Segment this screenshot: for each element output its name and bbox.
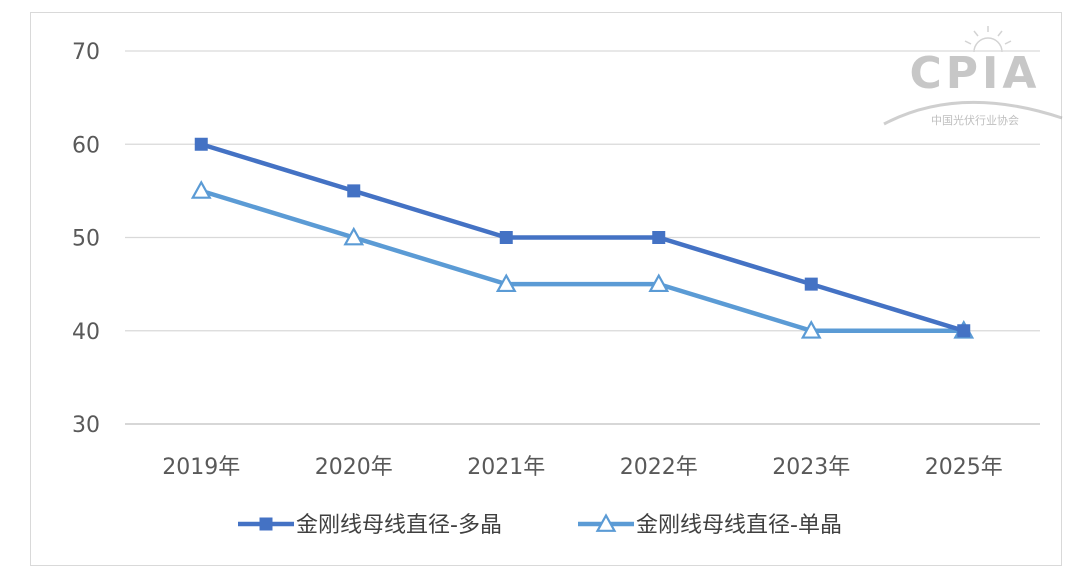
logo-sun-icon <box>964 26 1012 53</box>
cpia-logo: CPIA 中国光伏行业协会 <box>883 26 1063 127</box>
y-tick-label: 60 <box>72 133 100 158</box>
x-tick-label: 2021年 <box>467 455 545 480</box>
series-line-triangle <box>199 188 966 333</box>
x-tick-label: 2020年 <box>315 455 393 480</box>
data-point-square <box>957 324 971 338</box>
data-point-square <box>194 137 208 151</box>
data-point-square <box>804 277 818 291</box>
data-point-triangle <box>190 180 212 199</box>
legend-item-square: 金刚线母线直径-多晶 <box>238 513 502 538</box>
data-point-triangle <box>495 273 517 293</box>
legend-swatch-marker <box>595 513 617 532</box>
x-tick-label: 2022年 <box>620 455 698 480</box>
y-tick-label: 40 <box>72 320 100 345</box>
data-point-triangle <box>648 273 670 293</box>
legend-swatch-marker <box>259 517 273 531</box>
data-point-square <box>347 184 361 198</box>
y-tick-label: 50 <box>72 227 100 252</box>
series-line-square <box>199 142 966 333</box>
data-point-triangle <box>800 319 822 339</box>
logo-title: CPIA <box>910 48 1041 99</box>
legend-label: 金刚线母线直径-单晶 <box>636 513 842 538</box>
data-point-triangle <box>343 226 365 246</box>
x-tick-label: 2019年 <box>162 455 240 480</box>
y-tick-label: 30 <box>72 413 100 438</box>
x-tick-label: 2023年 <box>772 455 850 480</box>
chart-frame <box>30 12 1062 566</box>
legend-label: 金刚线母线直径-多晶 <box>296 513 502 538</box>
logo-swoosh <box>883 100 1063 126</box>
x-tick-label: 2025年 <box>925 455 1003 480</box>
data-point-square <box>652 231 666 244</box>
y-tick-label: 70 <box>72 40 100 65</box>
data-point-square <box>499 231 513 244</box>
legend-item-triangle: 金刚线母线直径-单晶 <box>578 513 842 538</box>
logo-subtitle: 中国光伏行业协会 <box>931 113 1019 127</box>
